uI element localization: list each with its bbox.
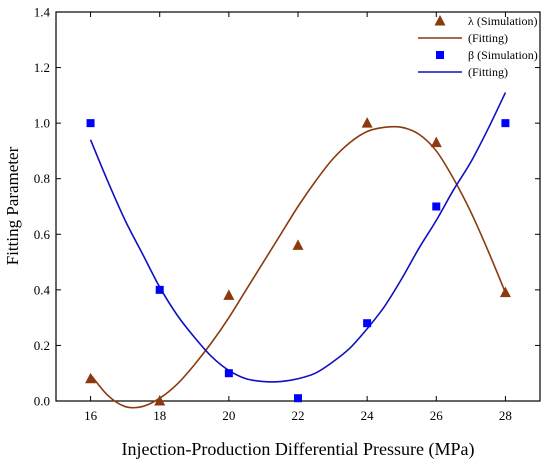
lambda-point xyxy=(361,117,373,128)
axis-ticks: 16 18 20 22 24 26 28 0.0 0.2 0.4 0.6 0.8 1.0 1.2 1.4 xyxy=(34,5,540,423)
y-tick-label: 0.0 xyxy=(34,394,50,409)
y-axis-title: Fitting Parameter xyxy=(3,146,22,265)
data-markers xyxy=(85,117,511,406)
legend-label: λ (Simulation) xyxy=(468,14,537,28)
legend-label: β (Simulation) xyxy=(468,48,538,62)
lambda-point xyxy=(499,286,511,298)
beta-point xyxy=(86,119,95,128)
lambda-point xyxy=(154,395,166,406)
y-tick-label: 0.6 xyxy=(34,227,51,242)
y-tick-label: 1.4 xyxy=(34,5,51,20)
legend: λ (Simulation) (Fitting) β (Simulation) (Fi… xyxy=(418,14,538,79)
beta-point xyxy=(501,119,510,128)
lambda-point xyxy=(430,136,442,148)
legend-label: (Fitting) xyxy=(468,31,508,45)
x-tick-label: 26 xyxy=(430,408,444,423)
x-axis-title: Injection-Production Differential Pressu… xyxy=(121,439,474,460)
lambda-point xyxy=(85,372,97,384)
beta-point xyxy=(155,285,164,294)
fit-line-3 xyxy=(89,92,507,383)
x-tick-label: 24 xyxy=(361,408,375,423)
x-tick-label: 22 xyxy=(292,408,305,423)
x-tick-label: 18 xyxy=(153,408,166,423)
y-tick-label: 1.2 xyxy=(34,60,50,75)
lambda-point xyxy=(223,289,235,300)
legend-triangle-swatch xyxy=(434,15,446,26)
y-tick-label: 0.2 xyxy=(34,338,50,353)
fit-line-1 xyxy=(89,125,507,409)
x-tick-label: 20 xyxy=(222,408,235,423)
beta-point xyxy=(363,319,372,328)
lambda-point xyxy=(292,239,304,250)
y-tick-label: 0.4 xyxy=(34,282,51,297)
beta-point xyxy=(294,394,302,403)
legend-square-swatch xyxy=(436,51,444,59)
beta-point xyxy=(224,369,233,378)
legend-label: (Fitting) xyxy=(468,65,508,79)
y-tick-label: 0.8 xyxy=(34,171,50,186)
x-tick-label: 16 xyxy=(84,408,98,423)
fit-lines xyxy=(89,92,507,409)
x-tick-label: 28 xyxy=(499,408,512,423)
beta-point xyxy=(432,202,441,211)
y-tick-label: 1.0 xyxy=(34,116,50,131)
